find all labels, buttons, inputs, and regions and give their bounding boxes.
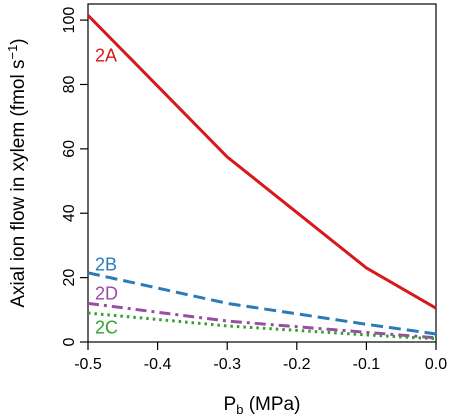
series-line-2a <box>86 14 437 310</box>
series-label-2d: 2D <box>95 284 118 304</box>
y-tick-label: 100 <box>61 7 78 34</box>
x-axis: -0.5 -0.4 -0.3 -0.2 -0.1 0.0 <box>74 342 447 373</box>
y-axis-title: Axial ion flow in xylem (fmol s−1) <box>5 38 29 307</box>
y-tick-label: 0 <box>61 337 78 346</box>
y-tick-label: 60 <box>61 140 78 158</box>
series-label-2a: 2A <box>95 46 117 66</box>
x-tick-label: -0.1 <box>353 356 381 373</box>
y-tick-label: 80 <box>61 75 78 93</box>
series-label-2b: 2B <box>95 255 117 275</box>
x-tick-label: -0.3 <box>213 356 241 373</box>
y-tick-label: 20 <box>61 269 78 287</box>
series-line-2c <box>87 311 437 341</box>
x-tick-label: -0.5 <box>74 356 102 373</box>
series-lines <box>86 14 437 341</box>
x-tick-label: 0.0 <box>425 356 447 373</box>
y-axis: 0 20 40 60 80 100 <box>61 7 88 346</box>
plot-frame <box>87 3 437 343</box>
y-tick-label: 40 <box>61 204 78 222</box>
x-tick-label: -0.2 <box>283 356 311 373</box>
x-axis-title: Pb (MPa) <box>224 394 301 417</box>
series-label-2c: 2C <box>95 318 118 338</box>
series-line-2d <box>87 301 437 340</box>
x-tick-label: -0.4 <box>144 356 172 373</box>
series-labels: 2A 2B 2D 2C <box>95 46 118 338</box>
